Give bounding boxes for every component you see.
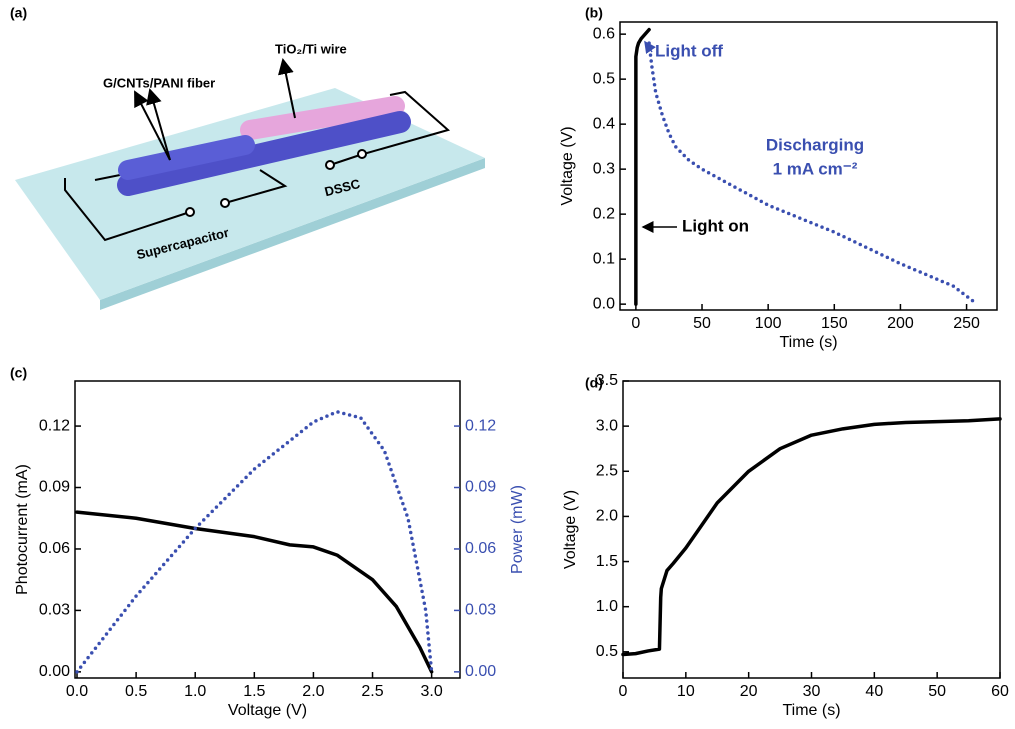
schematic: G/CNTs/PANI fiber TiO₂/Ti wire Supercapa… (15, 41, 485, 310)
panel-label: (b) (585, 5, 603, 21)
y2-tick-label: 0.12 (465, 417, 496, 434)
x-tick-label: 1.0 (184, 683, 206, 700)
fiber-label: G/CNTs/PANI fiber (103, 75, 215, 90)
x-tick-label: 250 (953, 315, 980, 332)
x-tick-label: 30 (803, 683, 821, 700)
x-tick-label: 0 (631, 315, 640, 332)
y2-axis-label: Power (mW) (509, 485, 526, 574)
x-axis-label: Time (s) (782, 702, 840, 719)
data-line (75, 510, 434, 674)
slab-edge (100, 158, 485, 310)
wire (94, 174, 121, 181)
x-tick-label: 0 (619, 683, 628, 700)
x-tick-label: 2.0 (302, 683, 324, 700)
x-tick-label: 60 (991, 683, 1009, 700)
y2-tick-label: 0.03 (465, 602, 496, 619)
annotation-arrow (644, 40, 656, 55)
x-tick-label: 20 (740, 683, 758, 700)
data-line (647, 41, 979, 306)
y-tick-label: 2.0 (596, 508, 618, 525)
x-tick-label: 50 (928, 683, 946, 700)
wire (224, 169, 288, 204)
switch (357, 149, 367, 159)
arrow (278, 58, 296, 119)
annotation: Light on (682, 216, 749, 235)
y-tick-label: 0.12 (39, 417, 70, 434)
arrow (134, 90, 171, 161)
y-tick-label: 0.2 (593, 205, 615, 222)
y-tick-label: 0.09 (39, 479, 70, 496)
y-tick-label: 0.6 (593, 25, 615, 42)
x-axis-label: Voltage (V) (228, 702, 307, 719)
x-tick-label: 3.0 (421, 683, 443, 700)
x-tick-label: 1.5 (243, 683, 265, 700)
x-axis-label: Time (s) (779, 334, 837, 351)
switch (325, 160, 335, 170)
wire-fiber (240, 96, 405, 140)
y-tick-label: 0.0 (593, 295, 615, 312)
panel-label: (c) (10, 365, 27, 381)
y-axis-label: Photocurrent (mA) (14, 464, 31, 595)
y-tick-label: 0.5 (593, 70, 615, 87)
data-line (634, 27, 651, 306)
wire (64, 178, 191, 242)
annotation: Discharging (766, 135, 864, 154)
y-tick-label: 1.0 (596, 598, 618, 615)
fiber (118, 135, 255, 180)
x-tick-label: 50 (693, 315, 711, 332)
y-tick-label: 2.5 (596, 462, 618, 479)
y-tick-label: 0.4 (593, 115, 615, 132)
slab (15, 88, 485, 300)
y-tick-label: 0.1 (593, 250, 615, 267)
annotation: 1 mA cm⁻² (773, 159, 858, 178)
data-line (75, 409, 434, 674)
y-axis-label: Voltage (V) (559, 126, 576, 205)
x-tick-label: 10 (677, 683, 695, 700)
x-tick-label: 150 (821, 315, 848, 332)
x-tick-label: 2.5 (361, 683, 383, 700)
wire-label: TiO₂/Ti wire (275, 41, 347, 56)
data-line (621, 417, 1002, 657)
y2-tick-label: 0.09 (465, 479, 496, 496)
y-axis-label: Voltage (V) (562, 490, 579, 569)
y-tick-label: 1.5 (596, 553, 618, 570)
switch (185, 207, 195, 217)
x-tick-label: 0.5 (125, 683, 147, 700)
annotation: Light off (655, 41, 723, 60)
fiber (117, 111, 411, 196)
y-tick-label: 0.00 (39, 663, 70, 680)
y-tick-label: 0.3 (593, 160, 615, 177)
y-tick-label: 3.5 (596, 372, 618, 389)
y-tick-label: 0.03 (39, 602, 70, 619)
plot-frame (622, 380, 1001, 679)
y-tick-label: 3.0 (596, 417, 618, 434)
y2-tick-label: 0.06 (465, 540, 496, 557)
arrow (146, 88, 171, 161)
panel-label: (d) (585, 375, 603, 391)
switch (220, 198, 230, 208)
plot-frame (619, 21, 998, 311)
y-tick-label: 0.5 (596, 643, 618, 660)
y2-tick-label: 0.00 (465, 663, 496, 680)
panel-label: (a) (10, 5, 27, 21)
x-tick-label: 40 (865, 683, 883, 700)
x-tick-label: 100 (755, 315, 782, 332)
x-tick-label: 200 (887, 315, 914, 332)
x-tick-label: 0.0 (66, 683, 88, 700)
y-tick-label: 0.06 (39, 540, 70, 557)
plot-frame (74, 380, 461, 679)
wire (329, 90, 451, 166)
